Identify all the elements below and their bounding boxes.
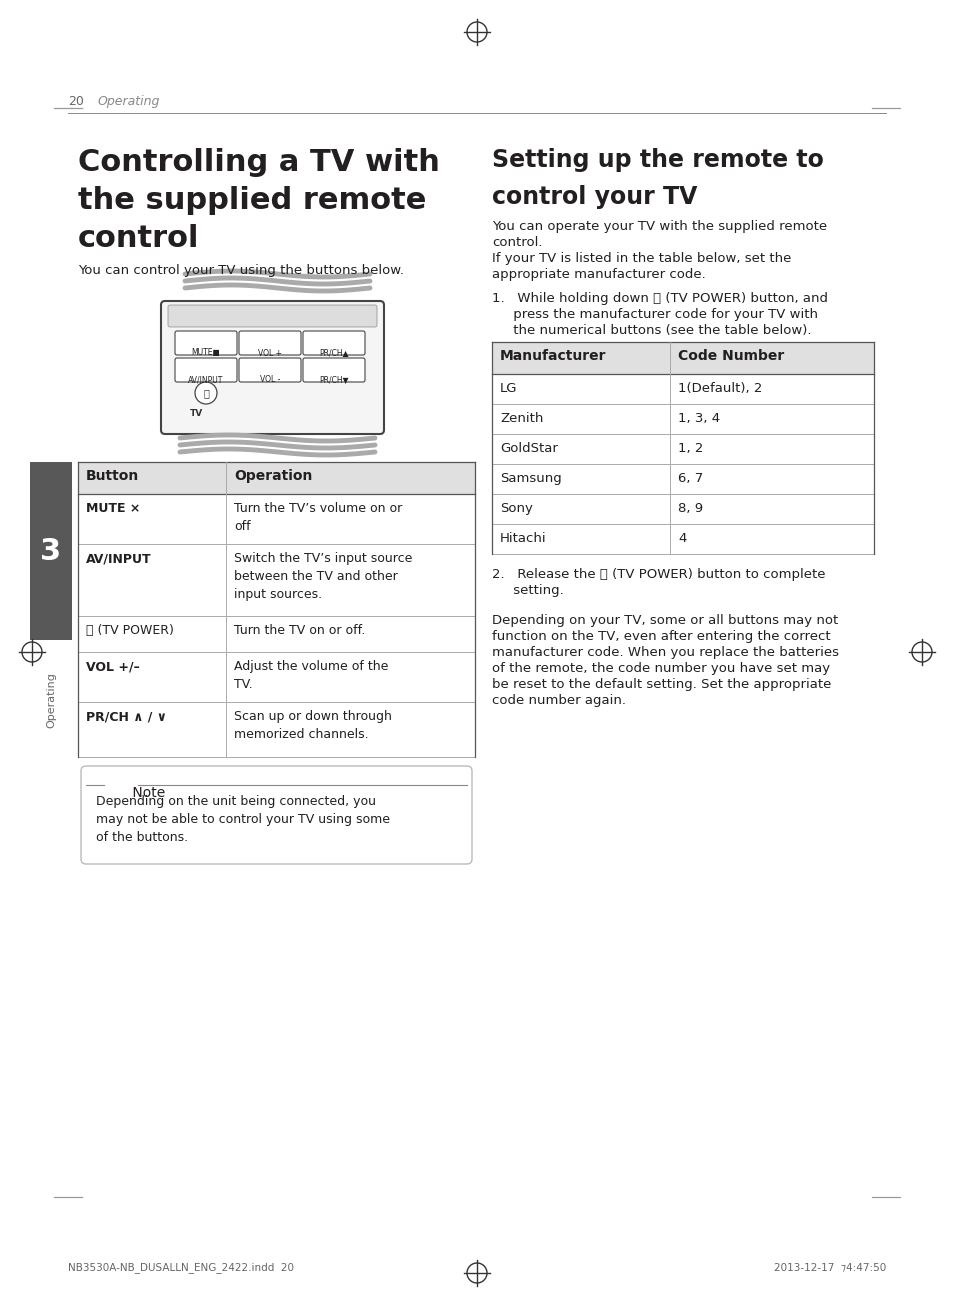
Text: control.: control. xyxy=(492,236,542,249)
Text: may not be able to control your TV using some: may not be able to control your TV using… xyxy=(96,813,390,826)
Text: Operation: Operation xyxy=(233,468,312,483)
Text: 1.   While holding down ⏻ (TV POWER) button, and: 1. While holding down ⏻ (TV POWER) butto… xyxy=(492,292,827,305)
FancyBboxPatch shape xyxy=(168,305,376,328)
Text: 8, 9: 8, 9 xyxy=(678,502,702,515)
Text: Controlling a TV with: Controlling a TV with xyxy=(78,147,439,177)
FancyBboxPatch shape xyxy=(161,301,384,435)
Text: Adjust the volume of the
TV.: Adjust the volume of the TV. xyxy=(233,660,388,692)
Text: VOL +: VOL + xyxy=(257,348,282,358)
Text: Button: Button xyxy=(86,468,139,483)
Text: be reset to the default setting. Set the appropriate: be reset to the default setting. Set the… xyxy=(492,679,830,692)
Text: setting.: setting. xyxy=(492,585,563,596)
Text: of the remote, the code number you have set may: of the remote, the code number you have … xyxy=(492,662,829,675)
FancyBboxPatch shape xyxy=(174,331,236,355)
Text: MUTE■: MUTE■ xyxy=(192,348,220,358)
Text: appropriate manufacturer code.: appropriate manufacturer code. xyxy=(492,268,705,281)
Text: code number again.: code number again. xyxy=(492,694,625,707)
Text: GoldStar: GoldStar xyxy=(499,442,558,455)
Bar xyxy=(492,342,873,375)
Text: Scan up or down through
memorized channels.: Scan up or down through memorized channe… xyxy=(233,710,392,741)
Text: LG: LG xyxy=(499,382,517,395)
Text: 1, 2: 1, 2 xyxy=(678,442,702,455)
Text: VOL +/–: VOL +/– xyxy=(86,660,139,673)
Text: the numerical buttons (see the table below).: the numerical buttons (see the table bel… xyxy=(492,324,811,337)
Text: Code Number: Code Number xyxy=(678,348,783,363)
Text: PR/CH▼: PR/CH▼ xyxy=(319,376,349,385)
Text: 2013-12-17  ⁊4:47:50: 2013-12-17 ⁊4:47:50 xyxy=(773,1262,885,1272)
Text: Hitachi: Hitachi xyxy=(499,532,546,545)
Text: Note: Note xyxy=(128,786,165,800)
Bar xyxy=(30,462,71,639)
Text: function on the TV, even after entering the correct: function on the TV, even after entering … xyxy=(492,630,830,643)
Text: Zenith: Zenith xyxy=(499,412,543,425)
Text: NB3530A-NB_DUSALLN_ENG_2422.indd  20: NB3530A-NB_DUSALLN_ENG_2422.indd 20 xyxy=(68,1262,294,1272)
Bar xyxy=(78,462,475,495)
FancyBboxPatch shape xyxy=(239,331,301,355)
Text: Switch the TV’s input source
between the TV and other
input sources.: Switch the TV’s input source between the… xyxy=(233,552,412,602)
Text: If your TV is listed in the table below, set the: If your TV is listed in the table below,… xyxy=(492,252,791,265)
Text: Sony: Sony xyxy=(499,502,533,515)
FancyBboxPatch shape xyxy=(81,766,472,864)
Text: Setting up the remote to: Setting up the remote to xyxy=(492,147,823,172)
Text: 3: 3 xyxy=(40,536,62,565)
Text: Operating: Operating xyxy=(46,672,56,728)
Text: 2.   Release the ⏻ (TV POWER) button to complete: 2. Release the ⏻ (TV POWER) button to co… xyxy=(492,568,824,581)
Text: Depending on the unit being connected, you: Depending on the unit being connected, y… xyxy=(96,795,375,808)
Text: Manufacturer: Manufacturer xyxy=(499,348,606,363)
Text: Turn the TV’s volume on or
off: Turn the TV’s volume on or off xyxy=(233,502,402,532)
Text: !: ! xyxy=(111,779,117,792)
Text: You can operate your TV with the supplied remote: You can operate your TV with the supplie… xyxy=(492,221,826,234)
Text: 6, 7: 6, 7 xyxy=(678,472,702,485)
Text: 1, 3, 4: 1, 3, 4 xyxy=(678,412,720,425)
Text: PR/CH ∧ / ∨: PR/CH ∧ / ∨ xyxy=(86,710,167,723)
Text: press the manufacturer code for your TV with: press the manufacturer code for your TV … xyxy=(492,308,817,321)
Text: Operating: Operating xyxy=(98,95,160,108)
Text: MUTE ×: MUTE × xyxy=(86,502,140,515)
Circle shape xyxy=(104,775,124,795)
Text: of the buttons.: of the buttons. xyxy=(96,831,188,844)
Text: control your TV: control your TV xyxy=(492,185,697,209)
Text: Samsung: Samsung xyxy=(499,472,561,485)
FancyBboxPatch shape xyxy=(174,358,236,382)
FancyBboxPatch shape xyxy=(239,358,301,382)
Text: the supplied remote: the supplied remote xyxy=(78,187,426,215)
Text: Turn the TV on or off.: Turn the TV on or off. xyxy=(233,624,365,637)
Text: PR/CH▲: PR/CH▲ xyxy=(319,348,349,358)
FancyBboxPatch shape xyxy=(303,358,365,382)
Text: VOL -: VOL - xyxy=(259,376,280,385)
Circle shape xyxy=(194,382,216,405)
Text: ⏻ (TV POWER): ⏻ (TV POWER) xyxy=(86,624,173,637)
Text: 20: 20 xyxy=(68,95,84,108)
Text: You can control your TV using the buttons below.: You can control your TV using the button… xyxy=(78,264,403,277)
Text: ⏻: ⏻ xyxy=(203,388,209,398)
Text: AV/INPUT: AV/INPUT xyxy=(86,552,152,565)
Text: AV/INPUT: AV/INPUT xyxy=(188,376,223,385)
Text: 4: 4 xyxy=(678,532,685,545)
Text: manufacturer code. When you replace the batteries: manufacturer code. When you replace the … xyxy=(492,646,838,659)
Text: control: control xyxy=(78,224,199,253)
FancyBboxPatch shape xyxy=(303,331,365,355)
Text: 1(Default), 2: 1(Default), 2 xyxy=(678,382,761,395)
Text: Depending on your TV, some or all buttons may not: Depending on your TV, some or all button… xyxy=(492,613,838,626)
Text: TV: TV xyxy=(191,408,203,418)
